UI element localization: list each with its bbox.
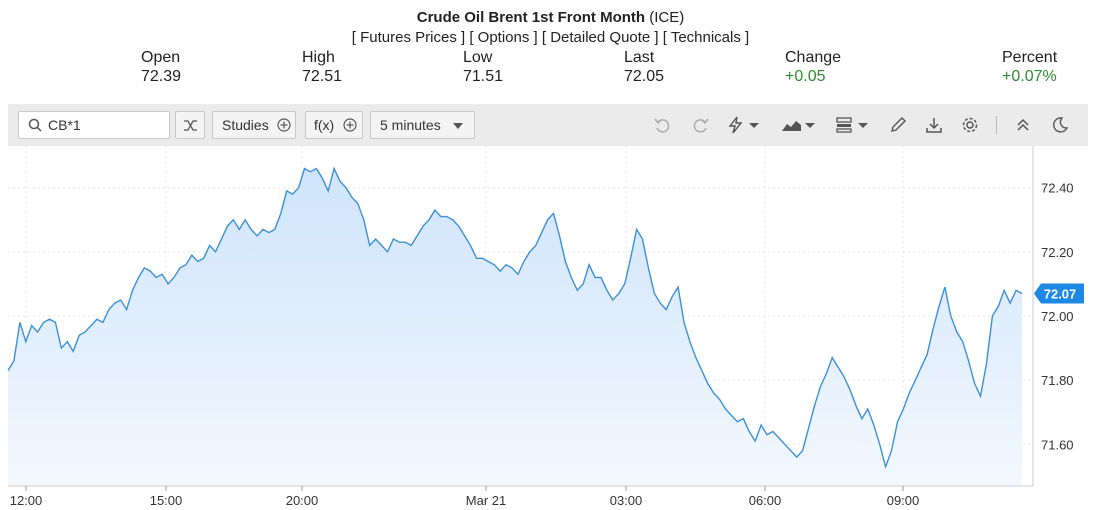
stat-label: High	[302, 49, 335, 66]
y-axis: 72.40 72.20 72.00 71.80 71.60	[1041, 181, 1074, 453]
moon-icon[interactable]	[1051, 116, 1069, 134]
studies-label: Studies	[222, 117, 269, 133]
stat-change: Change +0.05	[785, 48, 841, 86]
undo-icon[interactable]	[654, 117, 671, 134]
stat-open: Open 72.39	[141, 48, 181, 86]
quote-links[interactable]: [ Futures Prices ] [ Options ] [ Detaile…	[351, 29, 750, 46]
stat-value: 72.39	[141, 68, 182, 85]
add-circle-icon	[343, 118, 357, 132]
stat-low: Low 71.51	[463, 48, 503, 86]
stat-label: Open	[141, 49, 181, 66]
x-tick-label: 20:00	[286, 493, 319, 508]
price-area	[8, 168, 1022, 486]
caret-down-icon	[453, 123, 463, 129]
toolbar-divider	[996, 116, 997, 134]
price-chart[interactable]: 72.40 72.20 72.00 71.80 71.60 12:00 15:00 20:0…	[0, 146, 1101, 510]
chart-type-icon[interactable]	[781, 116, 817, 134]
y-tick-label: 72.00	[1041, 309, 1074, 324]
page-title: Crude Oil Brent 1st Front Month (ICE)	[0, 9, 1101, 26]
redo-icon[interactable]	[692, 117, 709, 134]
symbol-input[interactable]: CB*1	[18, 111, 170, 139]
stat-label: Change	[785, 49, 842, 66]
stat-label: Last	[624, 49, 655, 66]
collapse-icon[interactable]	[1015, 117, 1031, 133]
compare-button[interactable]	[175, 111, 205, 139]
x-tick-label: Mar 21	[466, 493, 506, 508]
pencil-icon[interactable]	[889, 116, 907, 134]
fx-label: f(x)	[314, 117, 335, 133]
interval-label: 5 minutes	[380, 117, 441, 133]
studies-button[interactable]: Studies	[212, 111, 296, 139]
add-circle-icon	[277, 118, 291, 132]
stat-value: +0.05	[785, 68, 826, 85]
last-price-badge: 72.07	[1034, 283, 1084, 304]
compare-icon	[184, 120, 197, 131]
x-tick-label: 03:00	[610, 493, 643, 508]
title-exchange: (ICE)	[645, 9, 685, 26]
stat-label: Low	[463, 49, 493, 66]
quote-header: Crude Oil Brent 1st Front Month (ICE) [ …	[0, 0, 1101, 100]
stat-last: Last 72.05	[624, 48, 664, 86]
search-icon	[28, 118, 42, 132]
y-tick-label: 71.60	[1041, 437, 1074, 452]
stat-value: +0.07%	[1002, 68, 1057, 85]
stat-percent: Percent +0.07%	[1002, 48, 1057, 86]
x-tick-label: 09:00	[887, 493, 920, 508]
y-tick-label: 71.80	[1041, 373, 1074, 388]
y-tick-label: 72.40	[1041, 181, 1074, 196]
stat-value: 72.51	[302, 68, 343, 85]
chart-toolbar: CB*1 Studies f(x) 5 minutes	[8, 104, 1088, 146]
x-tick-label: 06:00	[749, 493, 782, 508]
stat-value: 72.05	[624, 68, 665, 85]
y-tick-label: 72.20	[1041, 245, 1074, 260]
lightning-icon[interactable]	[727, 116, 761, 134]
price-line	[7, 166, 1023, 470]
stat-high: High 72.51	[302, 48, 342, 86]
download-icon[interactable]	[925, 116, 943, 134]
symbol-value: CB*1	[48, 117, 81, 133]
title-name: Crude Oil Brent 1st Front Month	[416, 9, 646, 26]
x-axis: 12:00 15:00 20:00 Mar 21 03:00 06:00 09:00	[10, 486, 920, 508]
interval-select[interactable]: 5 minutes	[370, 111, 475, 139]
stat-value: 71.51	[463, 68, 504, 85]
gear-icon[interactable]	[961, 116, 979, 134]
fx-button[interactable]: f(x)	[305, 111, 363, 139]
last-price-label: 72.07	[1044, 287, 1077, 302]
stat-label: Percent	[1002, 49, 1058, 66]
x-tick-label: 12:00	[10, 493, 43, 508]
layout-icon[interactable]	[836, 116, 872, 134]
x-tick-label: 15:00	[150, 493, 183, 508]
